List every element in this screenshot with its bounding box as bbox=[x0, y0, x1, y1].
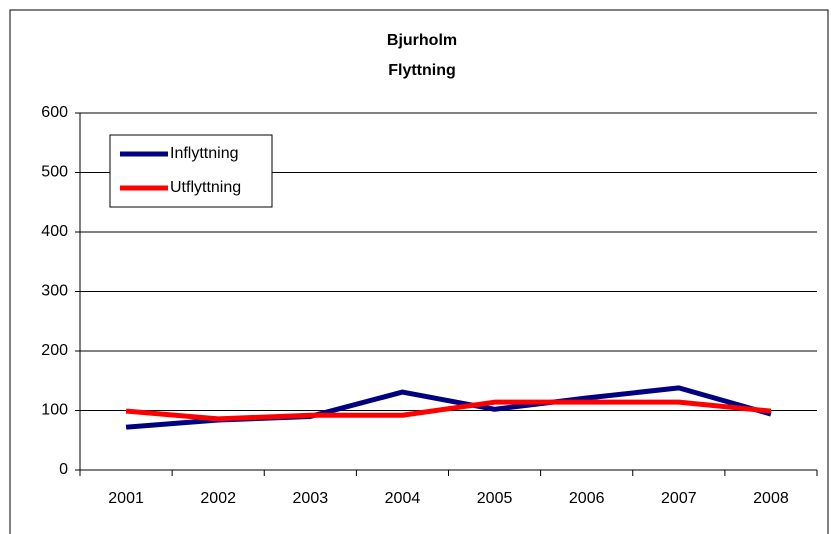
chart-frame bbox=[9, 9, 829, 534]
x-tick-label: 2006 bbox=[569, 490, 605, 507]
x-tick-label: 2002 bbox=[200, 490, 236, 507]
y-tick-label: 100 bbox=[41, 402, 68, 419]
x-tick-label: 2008 bbox=[753, 490, 789, 507]
x-tick-label: 2003 bbox=[293, 490, 329, 507]
y-tick-label: 200 bbox=[41, 342, 68, 359]
y-tick-label: 300 bbox=[41, 283, 68, 300]
chart-subtitle: Flyttning bbox=[388, 62, 456, 79]
x-tick-label: 2001 bbox=[108, 490, 144, 507]
chart-title: Bjurholm bbox=[387, 32, 457, 49]
y-tick-label: 600 bbox=[41, 104, 68, 121]
x-tick-label: 2007 bbox=[661, 490, 697, 507]
x-tick-label: 2004 bbox=[385, 490, 421, 507]
series-line bbox=[125, 399, 772, 422]
legend-box bbox=[109, 134, 273, 208]
y-tick-label: 500 bbox=[41, 164, 68, 181]
y-tick-label: 400 bbox=[41, 223, 68, 240]
y-tick-label: 0 bbox=[59, 461, 68, 478]
x-tick-label: 2005 bbox=[477, 490, 513, 507]
legend-label: Utflyttning bbox=[170, 179, 241, 196]
legend-label: Inflyttning bbox=[170, 145, 238, 162]
